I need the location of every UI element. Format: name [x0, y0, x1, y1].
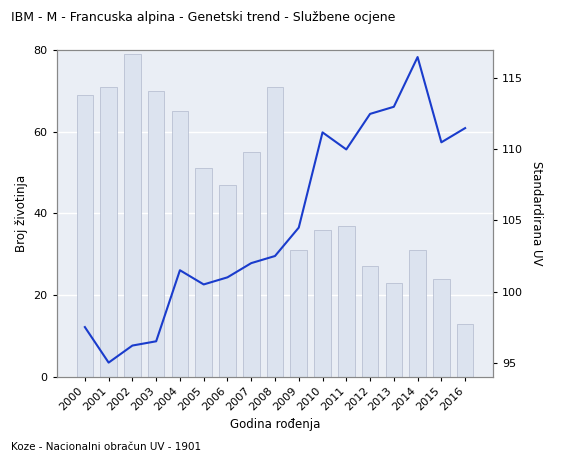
- Text: IBM - M - Francuska alpina - Genetski trend - Službene ocjene: IBM - M - Francuska alpina - Genetski tr…: [11, 11, 396, 25]
- X-axis label: Godina rođenja: Godina rođenja: [230, 419, 320, 431]
- Bar: [362, 266, 378, 377]
- Bar: [314, 230, 331, 377]
- Bar: [386, 283, 402, 377]
- Text: Koze - Nacionalni obračun UV - 1901: Koze - Nacionalni obračun UV - 1901: [11, 442, 201, 452]
- Bar: [266, 87, 284, 377]
- Bar: [77, 95, 93, 377]
- Bar: [124, 54, 141, 377]
- Bar: [172, 111, 188, 377]
- Bar: [433, 279, 450, 377]
- Bar: [196, 168, 212, 377]
- Bar: [409, 250, 426, 377]
- Bar: [457, 324, 473, 377]
- Bar: [100, 87, 117, 377]
- Bar: [290, 250, 307, 377]
- Bar: [148, 91, 164, 377]
- Y-axis label: Standardirana UV: Standardirana UV: [530, 161, 543, 266]
- Y-axis label: Broj životinja: Broj životinja: [15, 175, 28, 252]
- Bar: [338, 226, 354, 377]
- Bar: [219, 185, 236, 377]
- Bar: [243, 152, 260, 377]
